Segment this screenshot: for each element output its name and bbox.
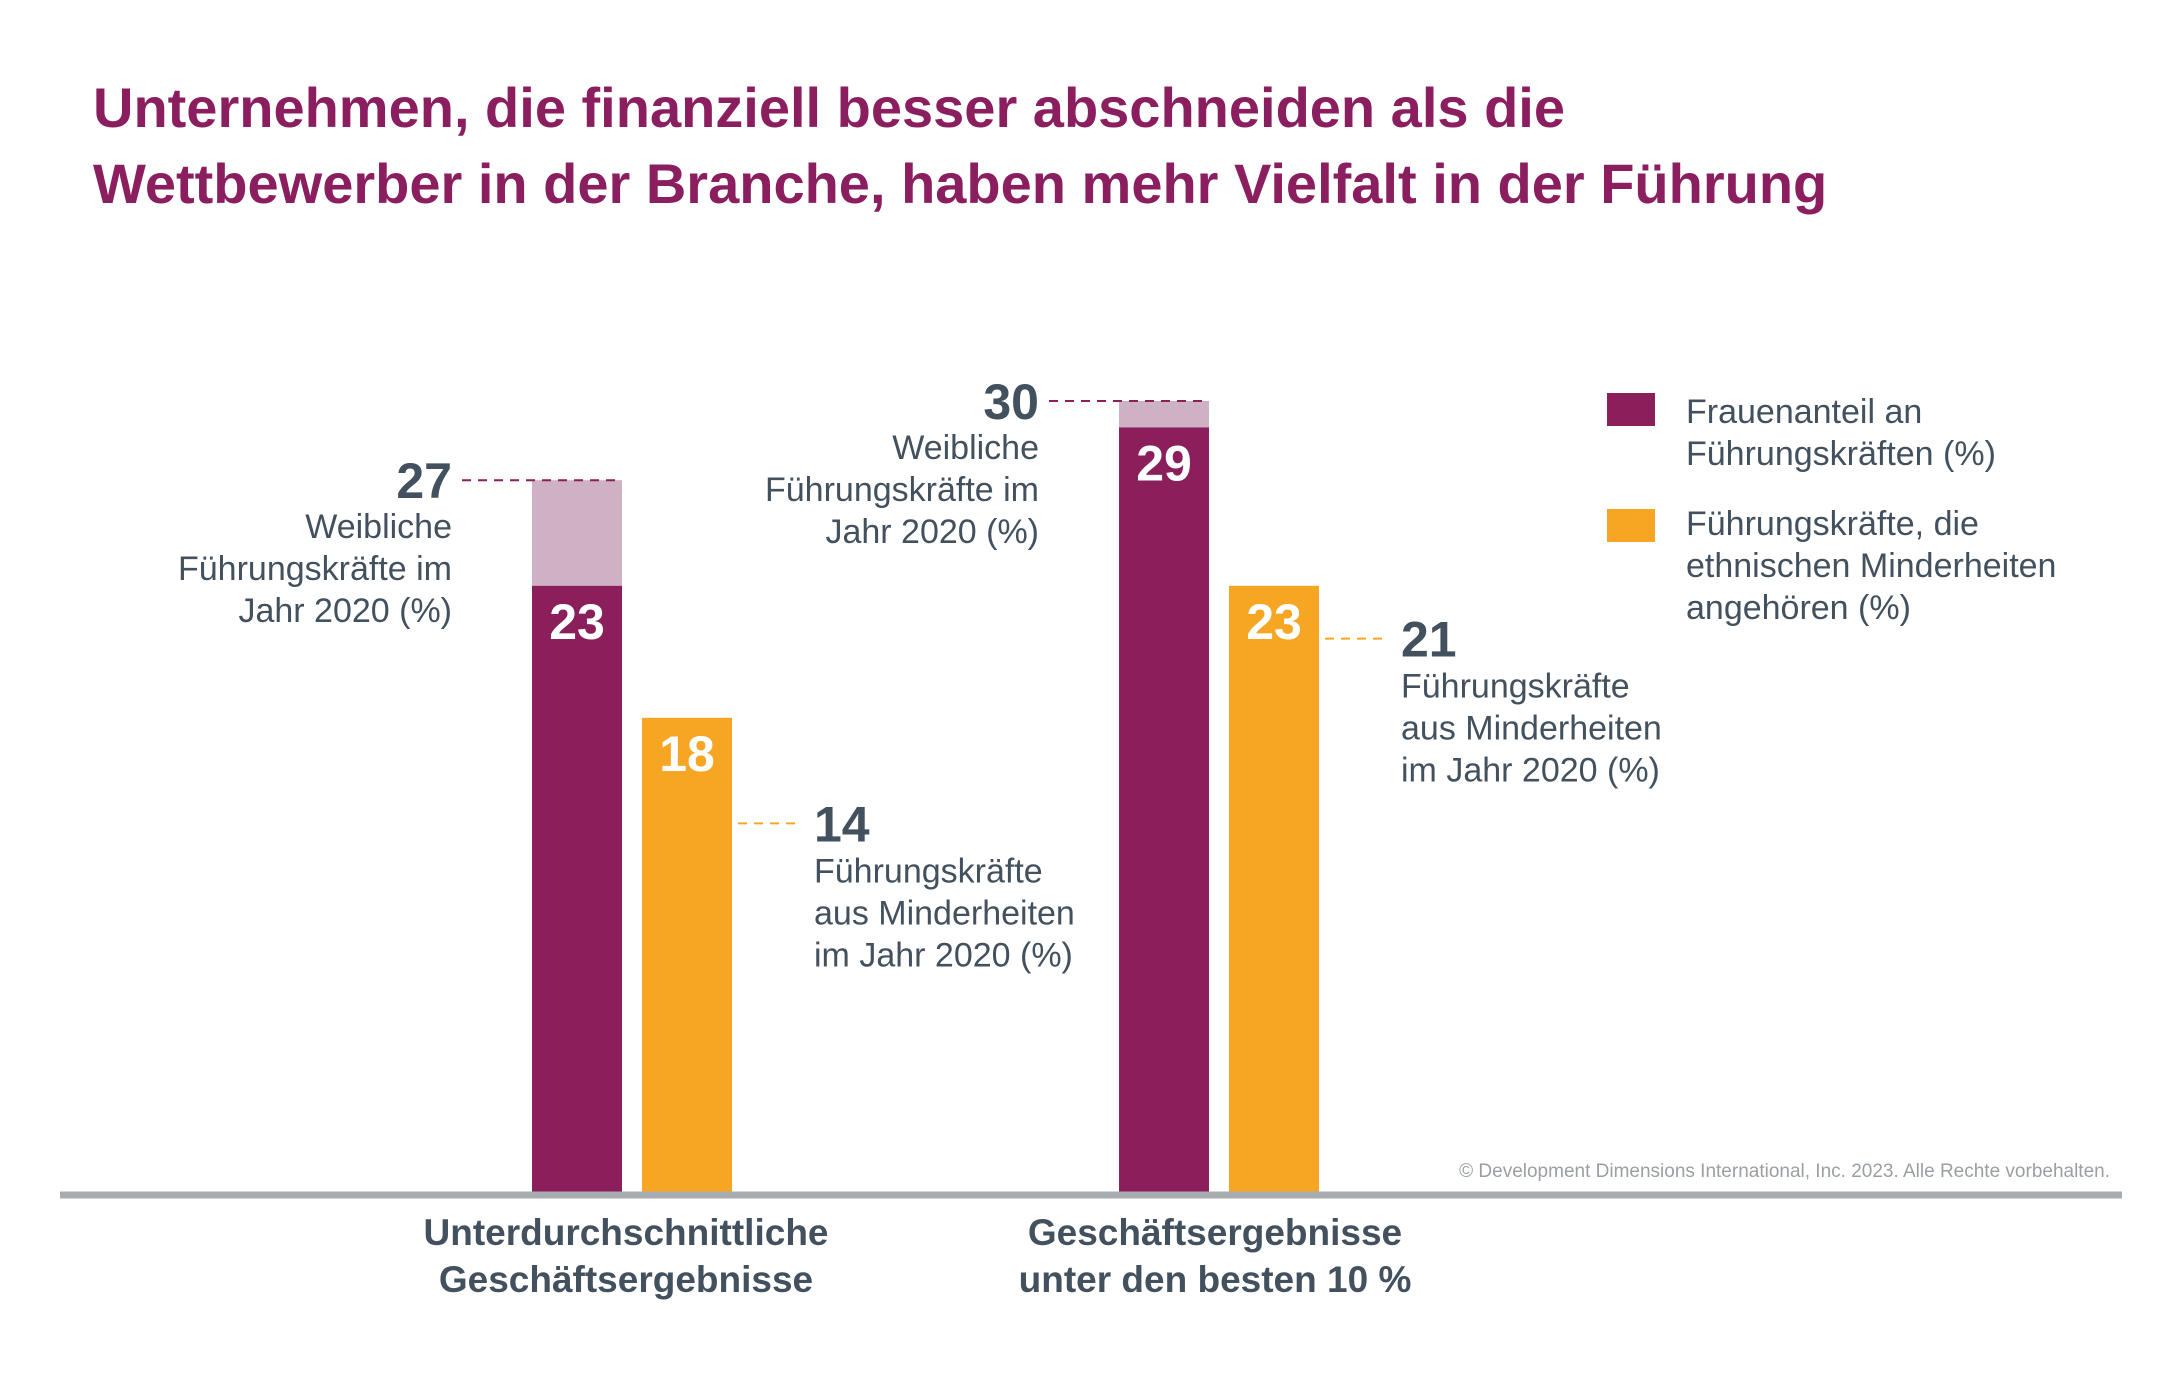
minorities-prior-note-2-line-2: aus Minderheiten	[1401, 710, 1662, 748]
women-prior-note-1-line-1: Weibliche	[305, 508, 452, 546]
women-prior-note-2-line-3: Jahr 2020 (%)	[825, 513, 1039, 551]
legend-label-1-line-1: Frauenanteil an	[1686, 393, 1922, 431]
category-label-1-line-2: Geschäftsergebnisse	[439, 1259, 813, 1300]
minorities-prior-note-1-line-3: im Jahr 2020 (%)	[814, 936, 1073, 974]
minorities-prior-note-1-line-2: aus Minderheiten	[814, 894, 1075, 932]
value-labels: 23 18 29 23	[549, 435, 1302, 781]
minorities-prior-note-2-line-3: im Jahr 2020 (%)	[1401, 752, 1660, 790]
category-label-2-line-1: Geschäftsergebnisse	[1028, 1212, 1402, 1253]
copyright-notice: © Development Dimensions International, …	[1459, 1161, 2110, 1182]
minorities-prior-note-2-line-1: Führungskräfte	[1401, 668, 1630, 706]
category-labels: Unterdurchschnittliche Geschäftsergebniss…	[424, 1212, 1412, 1300]
bars-layer	[532, 401, 1319, 1193]
women-prior-note-1-line-2: Führungskräfte im	[178, 550, 452, 588]
chart-title: Unternehmen, die finanziell besser absch…	[93, 76, 1827, 215]
category-label-2-line-2: unter den besten 10 %	[1019, 1259, 1412, 1300]
women-bar-2	[1119, 427, 1209, 1193]
minorities-prior-note-1-line-1: Führungskräfte	[814, 852, 1043, 890]
women-prior-note-2-line-2: Führungskräfte im	[765, 471, 1039, 509]
women-bar-1	[532, 585, 622, 1193]
women-prior-value-2: 30	[983, 374, 1039, 430]
legend-swatch-2	[1607, 509, 1655, 542]
chart-title-line-2: Wettbewerber in der Branche, haben mehr …	[93, 152, 1827, 215]
legend-label-2-line-1: Führungskräfte, die	[1686, 505, 1979, 543]
minorities-bar-1	[642, 717, 732, 1193]
women-prior-year-bar-segment-1	[532, 480, 622, 586]
women-prior-note-1-line-3: Jahr 2020 (%)	[238, 592, 452, 630]
legend-label-2-line-3: angehören (%)	[1686, 589, 1911, 627]
minorities-value-label-2: 23	[1246, 594, 1302, 650]
women-value-label-2: 29	[1136, 435, 1192, 491]
women-prior-note-2-line-1: Weibliche	[892, 429, 1039, 467]
chart-title-line-1: Unternehmen, die finanziell besser absch…	[93, 76, 1565, 139]
legend: Frauenanteil an Führungskräften (%) Führun…	[1607, 393, 2056, 627]
legend-label-2-line-2: ethnischen Minderheiten	[1686, 547, 2056, 585]
category-label-1-line-1: Unterdurchschnittliche	[424, 1212, 829, 1253]
minorities-bar-2	[1229, 585, 1319, 1193]
legend-label-1-line-2: Führungskräften (%)	[1686, 435, 1996, 473]
prior-year-guides	[462, 400, 1389, 825]
minorities-prior-value-2: 21	[1401, 612, 1457, 668]
women-value-label-1: 23	[549, 594, 605, 650]
women-prior-value-1: 27	[396, 453, 452, 509]
legend-swatch-1	[1607, 393, 1655, 426]
women-prior-year-bar-segment-2	[1119, 401, 1209, 428]
minorities-prior-value-1: 14	[814, 796, 870, 852]
minorities-value-label-1: 18	[659, 726, 715, 782]
